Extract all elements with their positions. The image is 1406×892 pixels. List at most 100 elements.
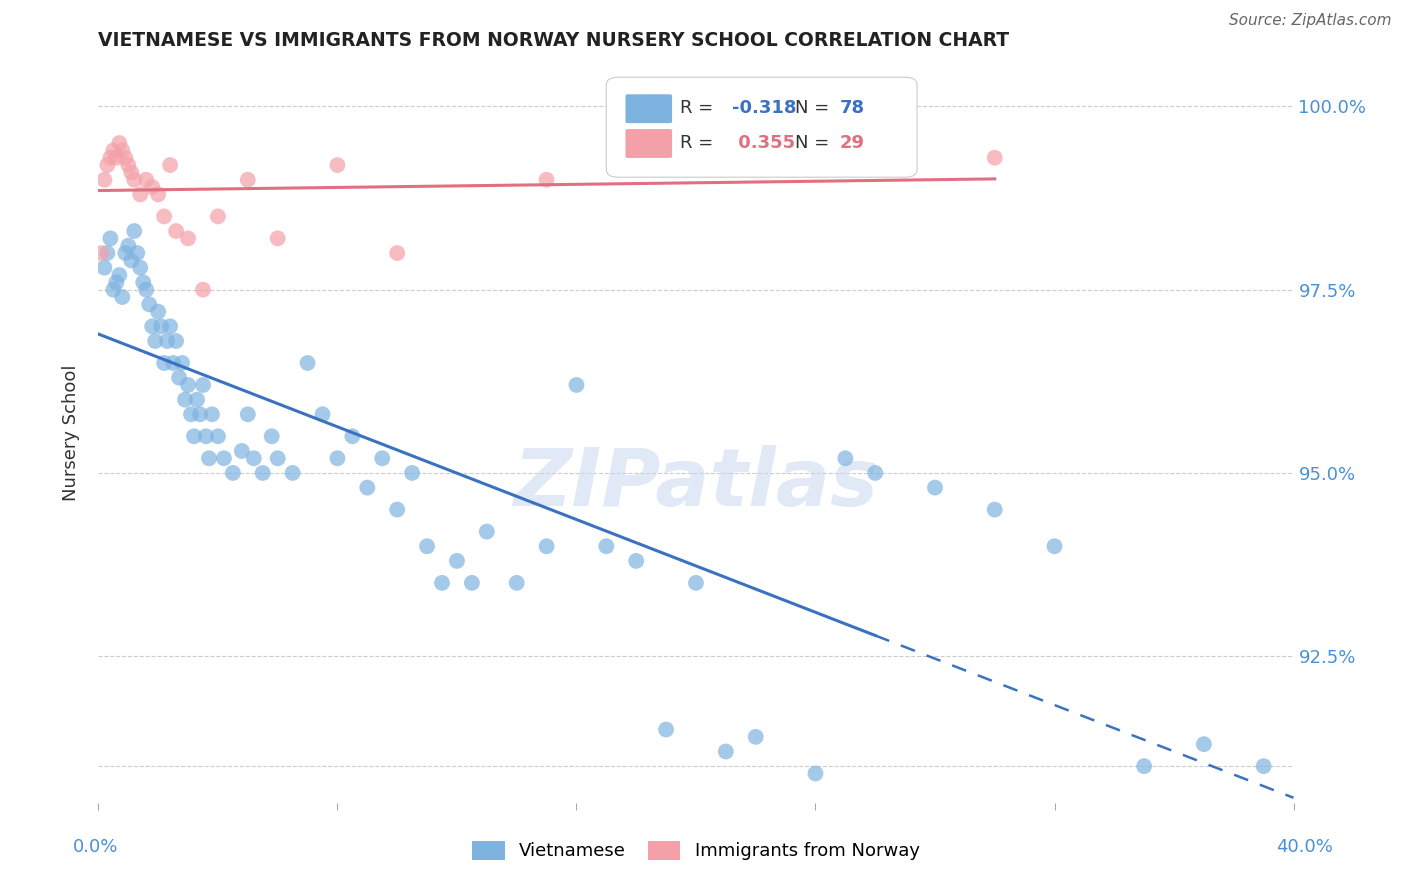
Point [655, 723, 678, 737]
Point [207, 210, 229, 224]
Point [159, 158, 181, 172]
Point [191, 283, 214, 297]
Point [804, 766, 827, 780]
Point [90, 246, 112, 260]
Point [236, 407, 259, 421]
Point [1192, 737, 1215, 751]
Text: R =: R = [681, 99, 720, 118]
Point [93, 260, 115, 275]
Point [201, 407, 224, 421]
Point [180, 407, 202, 421]
Point [506, 575, 529, 590]
Text: ZIPatlas: ZIPatlas [513, 445, 879, 524]
Point [311, 407, 333, 421]
Point [167, 370, 190, 384]
Point [401, 466, 423, 480]
Point [153, 210, 176, 224]
Text: -0.318: -0.318 [733, 99, 796, 118]
Point [626, 554, 648, 568]
Point [141, 319, 163, 334]
Point [1133, 759, 1156, 773]
Point [326, 158, 349, 172]
Point [222, 466, 245, 480]
Point [924, 481, 946, 495]
Point [114, 151, 136, 165]
Point [105, 151, 128, 165]
Text: VIETNAMESE VS IMMIGRANTS FROM NORWAY NURSERY SCHOOL CORRELATION CHART: VIETNAMESE VS IMMIGRANTS FROM NORWAY NUR… [98, 30, 1010, 50]
Point [177, 231, 200, 245]
Point [129, 260, 152, 275]
Point [108, 268, 131, 282]
FancyBboxPatch shape [626, 95, 672, 123]
Point [96, 246, 118, 260]
Point [984, 502, 1007, 516]
Point [148, 187, 170, 202]
Point [98, 231, 122, 245]
Point [138, 297, 160, 311]
Point [111, 144, 134, 158]
Point [186, 392, 208, 407]
Point [127, 246, 149, 260]
Point [124, 224, 146, 238]
Point [446, 554, 468, 568]
Text: N =: N = [796, 134, 835, 153]
Point [252, 466, 274, 480]
Text: 0.355: 0.355 [733, 134, 794, 153]
Point [191, 378, 214, 392]
Point [984, 151, 1007, 165]
Point [188, 407, 211, 421]
Point [267, 451, 290, 466]
Text: R =: R = [681, 134, 720, 153]
Point [236, 172, 259, 186]
Point [150, 319, 173, 334]
Point [536, 539, 558, 553]
Point [1253, 759, 1275, 773]
Text: N =: N = [796, 99, 835, 118]
Point [124, 172, 146, 186]
Text: 78: 78 [839, 99, 865, 118]
Point [385, 502, 409, 516]
Point [129, 187, 152, 202]
Point [243, 451, 266, 466]
Point [198, 451, 221, 466]
Point [103, 144, 125, 158]
Point [416, 539, 439, 553]
Point [174, 392, 197, 407]
Point [461, 575, 484, 590]
Point [745, 730, 768, 744]
Text: 29: 29 [839, 134, 865, 153]
Point [267, 231, 290, 245]
Point [385, 246, 409, 260]
Point [172, 356, 194, 370]
Point [93, 172, 115, 186]
Point [207, 429, 229, 443]
Point [156, 334, 179, 348]
Point [371, 451, 394, 466]
Point [183, 429, 205, 443]
Point [162, 356, 184, 370]
Point [231, 444, 253, 458]
Point [356, 481, 378, 495]
Point [135, 172, 157, 186]
Point [117, 238, 139, 252]
Point [153, 356, 176, 370]
Point [281, 466, 304, 480]
Point [98, 151, 122, 165]
Point [135, 283, 157, 297]
Point [195, 429, 218, 443]
Point [103, 283, 125, 297]
Point [260, 429, 283, 443]
Text: Source: ZipAtlas.com: Source: ZipAtlas.com [1229, 13, 1392, 29]
FancyBboxPatch shape [626, 129, 672, 158]
Point [865, 466, 887, 480]
Y-axis label: Nursery School: Nursery School [62, 364, 80, 501]
Point [132, 276, 155, 290]
Point [834, 451, 856, 466]
Point [96, 158, 118, 172]
Point [297, 356, 319, 370]
Point [536, 172, 558, 186]
Legend: Vietnamese, Immigrants from Norway: Vietnamese, Immigrants from Norway [472, 841, 920, 861]
Point [143, 334, 166, 348]
Point [212, 451, 235, 466]
Point [565, 378, 588, 392]
